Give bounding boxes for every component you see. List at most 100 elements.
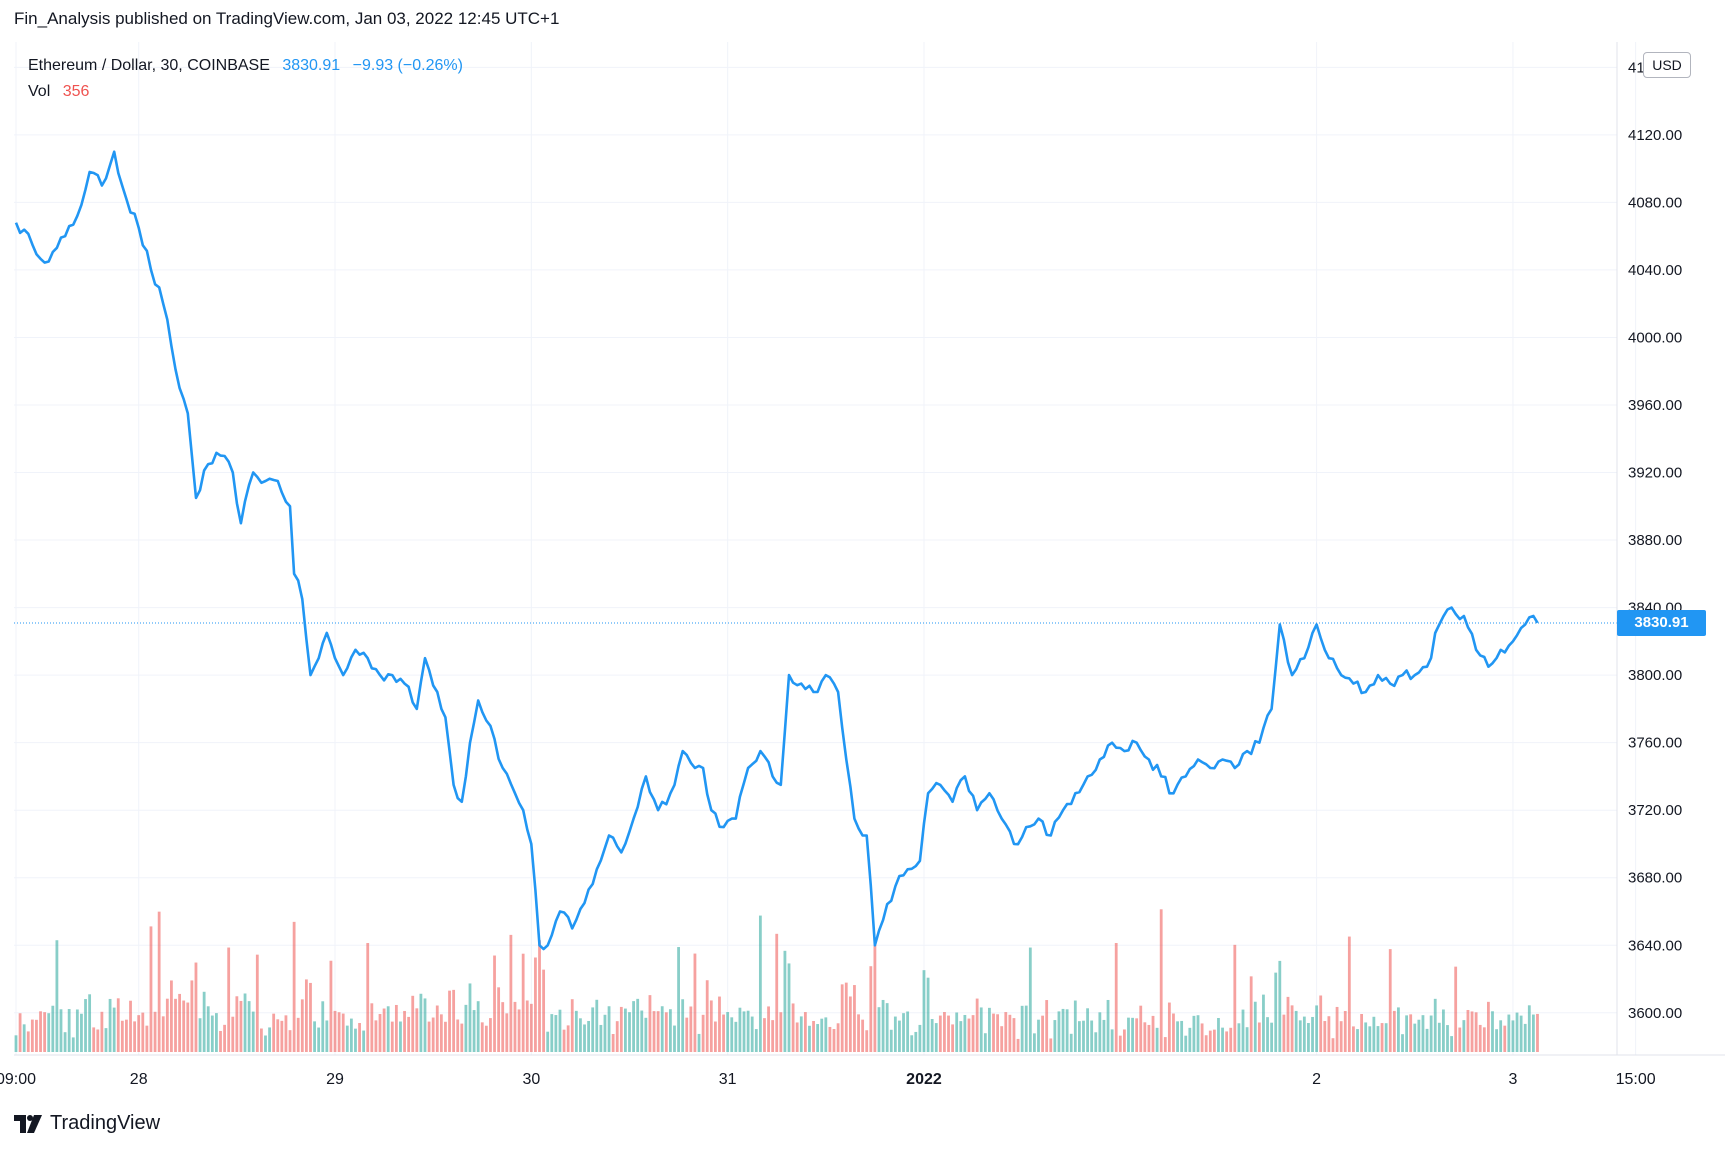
- volume-bar: [243, 993, 247, 1052]
- x-tick-label: 3: [1508, 1071, 1517, 1088]
- volume-bar: [333, 1010, 337, 1052]
- volume-bar: [603, 1014, 607, 1052]
- volume-bar: [803, 1012, 807, 1052]
- volume-bar: [828, 1026, 832, 1052]
- volume-bar: [615, 1021, 619, 1052]
- volume-bar: [190, 980, 194, 1052]
- y-tick-label: 3600.00: [1628, 1005, 1682, 1022]
- brand-name: TradingView: [50, 1112, 161, 1134]
- volume-bar: [1270, 1022, 1274, 1052]
- chart-grid: [14, 42, 1637, 1055]
- volume-bar: [824, 1017, 828, 1052]
- volume-label[interactable]: Vol: [28, 83, 51, 100]
- volume-bar: [59, 1009, 63, 1052]
- volume-bar: [546, 1031, 550, 1052]
- volume-bar: [484, 1025, 488, 1052]
- volume-bar: [640, 1010, 644, 1052]
- volume-bar: [370, 1003, 374, 1052]
- volume-bar: [472, 1010, 476, 1052]
- volume-bar: [1053, 1020, 1057, 1052]
- volume-bar: [276, 1019, 280, 1052]
- volume-bar: [1069, 1033, 1073, 1052]
- volume-bar: [1078, 1021, 1081, 1052]
- volume-bar: [644, 1017, 648, 1052]
- volume-bar: [1073, 1000, 1077, 1052]
- volume-bar: [1094, 1032, 1098, 1052]
- volume-bar: [386, 1006, 390, 1052]
- volume-bar: [787, 963, 791, 1052]
- volume-bar: [1135, 1018, 1139, 1052]
- volume-bar: [1192, 1015, 1196, 1052]
- volume-bar: [763, 1018, 766, 1052]
- volume-bar: [92, 1027, 96, 1052]
- volume-bar: [1392, 1010, 1396, 1052]
- volume-bar: [521, 953, 525, 1052]
- volume-bar: [554, 1015, 558, 1052]
- volume-bar: [517, 1009, 521, 1052]
- volume-bar: [898, 1020, 901, 1052]
- volume-bar: [47, 1013, 51, 1052]
- volume-bar: [754, 1029, 758, 1052]
- volume-bar: [1155, 1027, 1159, 1052]
- volume-bar: [14, 1035, 18, 1052]
- volume-bar: [329, 960, 333, 1052]
- currency-button[interactable]: USD: [1643, 52, 1691, 78]
- volume-bar: [685, 1017, 689, 1052]
- volume-bar: [215, 1013, 218, 1052]
- volume-bar: [1212, 1029, 1216, 1052]
- volume-bar: [403, 1010, 406, 1052]
- volume-bar: [71, 1037, 75, 1052]
- volume-bar: [133, 1021, 137, 1052]
- volume-bar: [632, 1001, 635, 1052]
- volume-bar: [497, 987, 501, 1052]
- volume-bar: [918, 1024, 922, 1052]
- volume-bar: [1499, 1020, 1503, 1052]
- publisher-caption: Fin_Analysis published on TradingView.co…: [14, 9, 560, 28]
- volume-bar: [1487, 1001, 1490, 1052]
- volume-bar: [926, 977, 930, 1052]
- x-tick-label: 2022: [906, 1071, 942, 1088]
- volume-bar: [255, 954, 259, 1052]
- x-tick-label: 29: [326, 1071, 344, 1088]
- volume-bar: [975, 998, 979, 1052]
- volume-bar: [145, 1025, 149, 1052]
- tradingview-logo[interactable]: TradingView: [14, 1112, 160, 1135]
- volume-bar: [1466, 1009, 1470, 1052]
- volume-bar: [775, 933, 779, 1052]
- volume-bar: [673, 1025, 676, 1052]
- volume-bar: [910, 1035, 914, 1052]
- volume-bar: [1200, 1023, 1204, 1052]
- volume-bar: [922, 970, 926, 1052]
- volume-bar: [423, 998, 427, 1052]
- volume-bar: [1401, 1034, 1404, 1052]
- volume-bar: [873, 945, 877, 1052]
- volume-bar: [865, 1030, 869, 1052]
- symbol-name[interactable]: Ethereum / Dollar, 30, COINBASE: [28, 57, 270, 74]
- volume-bar: [1110, 1029, 1114, 1052]
- volume-bar: [1356, 1029, 1359, 1052]
- volume-bar: [906, 1011, 910, 1052]
- volume-bar: [296, 1017, 300, 1052]
- volume-bar: [227, 947, 231, 1052]
- x-axis-ticks: 09:00 28 29 30 31 2022 2 3 15:00: [0, 1071, 1656, 1088]
- x-tick-label: 15:00: [1616, 1071, 1656, 1088]
- volume-bar: [938, 1015, 942, 1052]
- volume-bar: [709, 1000, 713, 1052]
- volume-bar: [1531, 1014, 1535, 1052]
- volume-bar: [411, 995, 415, 1052]
- volume-bar: [816, 1024, 820, 1052]
- volume-bar: [1335, 1006, 1339, 1052]
- y-tick-label: 4120.00: [1628, 127, 1682, 144]
- y-tick-label: 4040.00: [1628, 262, 1682, 279]
- y-tick-label: 3920.00: [1628, 465, 1682, 482]
- volume-bar: [108, 998, 112, 1052]
- volume-bar: [1474, 1012, 1478, 1052]
- volume-bar: [1470, 1011, 1474, 1052]
- volume-bar: [268, 1027, 271, 1052]
- volume-bar: [1086, 1008, 1089, 1052]
- volume-bar: [288, 1030, 292, 1052]
- volume-bar: [656, 1011, 660, 1052]
- volume-bar: [378, 1014, 382, 1052]
- volume-bar: [1380, 1023, 1384, 1052]
